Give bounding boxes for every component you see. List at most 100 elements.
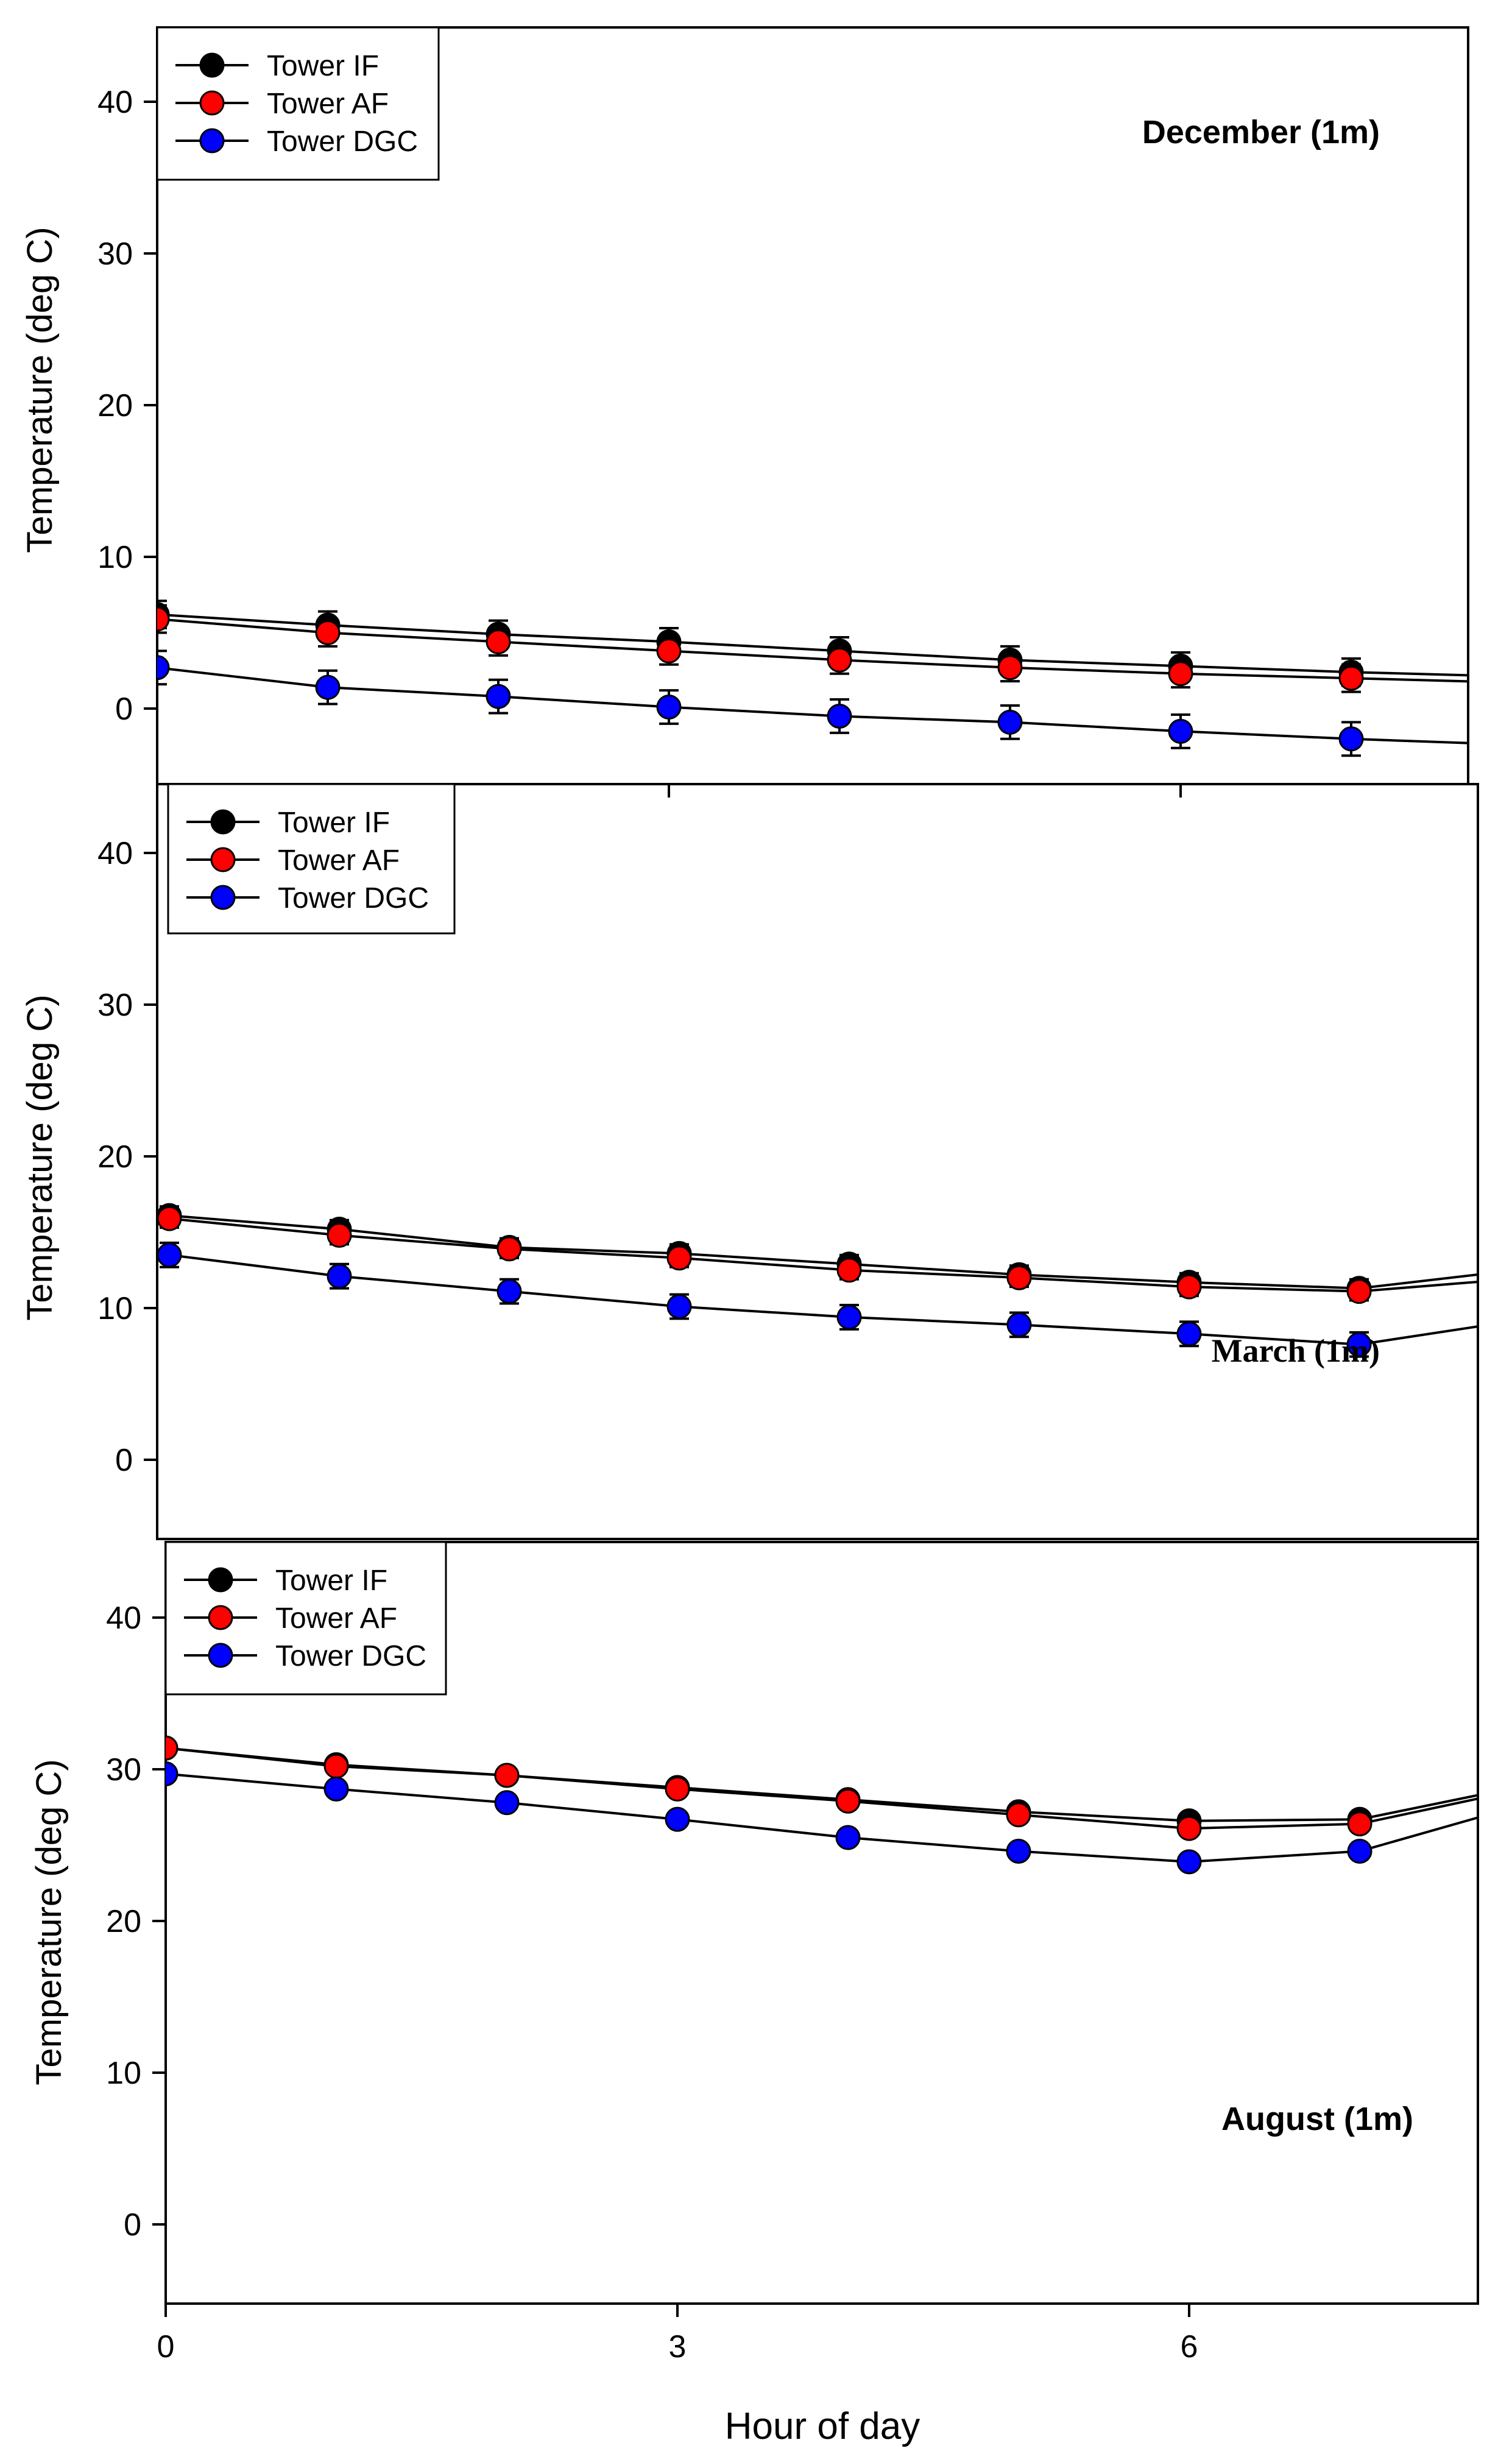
data-point <box>323 1776 349 1802</box>
y-tick-label: 10 <box>97 540 133 575</box>
series-af <box>166 1735 1478 1841</box>
panel-title: March (1m) <box>1212 1332 1380 1369</box>
data-point <box>1006 1802 1031 1828</box>
y-tick-label: 20 <box>97 1139 133 1175</box>
data-point <box>157 1242 182 1268</box>
plot-frame <box>164 1541 1479 2305</box>
data-point <box>1176 1274 1202 1300</box>
data-point <box>666 1294 692 1320</box>
y-tick-label: 20 <box>97 388 133 423</box>
y-tick-label: 0 <box>115 692 133 727</box>
series-dgc <box>157 649 1468 757</box>
series-line <box>169 1217 1478 1293</box>
series-af <box>157 1206 1478 1304</box>
legend-marker <box>210 809 236 835</box>
data-point <box>656 638 682 663</box>
data-point <box>1168 718 1193 744</box>
data-point <box>665 1776 690 1802</box>
legend-label: Tower AF <box>275 1602 397 1635</box>
data-point <box>997 655 1023 681</box>
series-line <box>157 666 1468 745</box>
panel-title: December (1m) <box>1142 114 1380 150</box>
y-tick-label: 40 <box>106 1601 141 1636</box>
data-point <box>494 1763 520 1788</box>
data-point <box>1006 1265 1032 1290</box>
data-point <box>1006 1312 1032 1337</box>
data-point <box>836 1304 862 1330</box>
data-point <box>496 1279 522 1304</box>
legend-label: Tower DGC <box>278 882 429 914</box>
series-line <box>157 613 1468 677</box>
series-line <box>169 1253 1478 1346</box>
legend-marker <box>199 128 225 154</box>
y-tick-label: 30 <box>106 1752 141 1788</box>
data-point <box>494 1790 520 1816</box>
legend-marker <box>210 885 236 910</box>
y-tick-label: 40 <box>97 85 133 120</box>
data-point <box>323 1753 349 1779</box>
series-line <box>169 1214 1478 1290</box>
y-axis-label: Temperature (deg C) <box>20 227 60 553</box>
data-point <box>327 1264 352 1289</box>
data-point <box>486 629 511 654</box>
x-tick-label: 6 <box>1181 2329 1198 2365</box>
data-point <box>315 674 341 700</box>
data-point <box>315 620 341 645</box>
data-point <box>1346 1332 1372 1357</box>
x-axis-label: Hour of day <box>725 2405 920 2447</box>
legend-label: Tower IF <box>278 807 390 839</box>
data-point <box>997 709 1023 735</box>
legend: Tower IF Tower AF Tower DGC <box>167 783 456 935</box>
data-point <box>827 647 852 673</box>
series-af <box>157 604 1468 693</box>
data-point <box>1006 1838 1031 1864</box>
data-point <box>1176 1816 1202 1841</box>
data-point <box>496 1236 522 1262</box>
y-axis-label: Temperature (deg C) <box>29 1759 69 2085</box>
series-dgc <box>157 1241 1478 1358</box>
chart-panel-3: 010203040036912151821Temperature (deg C)… <box>29 1541 1479 2365</box>
data-point <box>166 1735 178 1761</box>
data-point <box>1176 1849 1202 1875</box>
data-point <box>666 1245 692 1271</box>
data-area <box>166 1735 1478 1875</box>
data-point <box>1346 1279 1372 1304</box>
legend-marker <box>199 52 225 78</box>
y-tick-label: 10 <box>97 1291 133 1326</box>
data-area <box>157 600 1468 757</box>
legend-label: Tower DGC <box>275 1640 426 1672</box>
series-line <box>166 1747 1478 1830</box>
legend: Tower IF Tower AF Tower DGC <box>164 1541 447 1696</box>
data-point <box>835 1825 861 1850</box>
legend: Tower IF Tower AF Tower DGC <box>156 26 440 181</box>
data-point <box>157 606 170 632</box>
y-tick-label: 0 <box>124 2207 141 2243</box>
legend-marker <box>199 90 225 116</box>
legend-label: Tower DGC <box>267 126 418 158</box>
y-tick-label: 0 <box>115 1443 133 1478</box>
plot-frame <box>156 783 1479 1540</box>
y-axis-label: Temperature (deg C) <box>20 994 60 1320</box>
legend-marker <box>208 1643 233 1668</box>
series-line <box>166 1747 1478 1822</box>
data-point <box>836 1258 862 1283</box>
data-point <box>486 684 511 709</box>
data-point <box>835 1788 861 1814</box>
legend-label: Tower IF <box>267 50 379 82</box>
legend-label: Tower AF <box>278 844 400 877</box>
data-point <box>1338 665 1364 691</box>
data-area <box>157 1203 1478 1358</box>
data-point <box>1347 1838 1372 1864</box>
legend-label: Tower AF <box>267 88 389 120</box>
data-point <box>166 1761 178 1786</box>
panel-title: August (1m) <box>1221 2101 1413 2137</box>
data-point <box>665 1806 690 1832</box>
data-point <box>1347 1811 1372 1837</box>
legend-label: Tower IF <box>275 1565 387 1597</box>
data-point <box>327 1222 352 1248</box>
series-if <box>157 1203 1478 1301</box>
y-tick-label: 30 <box>97 236 133 272</box>
